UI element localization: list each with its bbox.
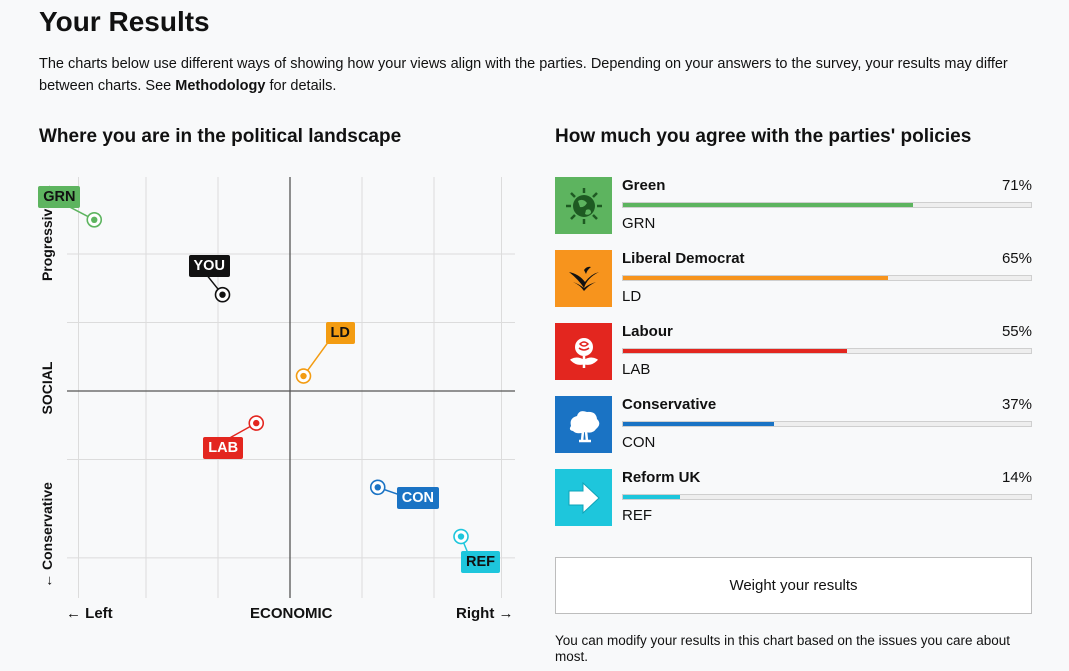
party-code: LD <box>622 288 642 305</box>
party-row-ref: Reform UK 14% REF <box>555 469 1032 542</box>
party-code: GRN <box>622 215 656 232</box>
party-name: Green <box>622 177 666 194</box>
weight-note: You can modify your results in this char… <box>555 633 1011 664</box>
party-code: REF <box>622 507 652 524</box>
point-dot <box>219 291 226 298</box>
intro-text-end: for details. <box>265 78 337 94</box>
intro-text-start: The charts below use different ways of s… <box>39 56 1008 94</box>
rose-icon <box>555 323 612 380</box>
globe-icon <box>555 177 612 234</box>
point-dot <box>457 533 465 540</box>
page-title: Your Results <box>39 6 210 37</box>
party-agreement-bar <box>622 348 1032 354</box>
party-code: LAB <box>622 361 651 378</box>
point-dot <box>374 484 381 491</box>
social-axis-label: SOCIAL <box>39 361 55 415</box>
intro-text: The charts below use different ways of s… <box>39 53 1019 97</box>
point-dot <box>253 419 260 427</box>
party-name: Reform UK <box>622 469 701 486</box>
bird-icon <box>555 250 612 307</box>
party-percent: 14% <box>1001 469 1032 486</box>
tree-icon <box>555 396 612 453</box>
party-name: Liberal Democrat <box>622 250 745 267</box>
economic-axis-label: ECONOMIC <box>250 605 333 622</box>
weight-results-button[interactable]: Weight your results <box>555 557 1032 614</box>
point-label-ref: REF <box>461 550 500 573</box>
left-axis-label: ← Left <box>66 605 113 622</box>
compass-grid <box>47 177 515 598</box>
party-agreement-bar <box>622 202 1032 208</box>
party-agreement-fill <box>623 349 848 353</box>
party-row-con: Conservative 37% CON <box>555 396 1032 469</box>
methodology-link[interactable]: Methodology <box>175 78 266 94</box>
party-percent: 65% <box>1001 250 1032 267</box>
agreement-title: How much you agree with the parties' pol… <box>555 126 972 147</box>
party-percent: 37% <box>1001 396 1032 413</box>
party-name: Labour <box>622 323 673 340</box>
party-code: CON <box>622 434 656 451</box>
political-compass: Progressive → SOCIAL ← Conservative ← Le… <box>38 170 524 630</box>
party-percent: 71% <box>1001 177 1032 194</box>
conservative-axis-label: ← Conservative <box>39 482 55 588</box>
landscape-title: Where you are in the political landscape <box>39 126 402 147</box>
party-agreement-bar <box>622 494 1032 500</box>
point-label-ld: LD <box>325 322 355 345</box>
party-agreement-list: Green 71% GRN Liberal Democrat 65% LD Labour 55… <box>555 177 1032 542</box>
party-row-ld: Liberal Democrat 65% LD <box>555 250 1032 323</box>
point-dot <box>91 216 98 223</box>
party-agreement-fill <box>623 276 889 280</box>
point-dot <box>300 372 307 380</box>
party-row-grn: Green 71% GRN <box>555 177 1032 250</box>
party-agreement-fill <box>623 495 681 499</box>
point-label-grn: GRN <box>38 185 81 208</box>
party-name: Conservative <box>622 396 717 413</box>
point-label-you: YOU <box>188 254 230 277</box>
arrow-icon <box>555 469 612 526</box>
point-label-con: CON <box>396 487 439 510</box>
party-row-lab: Labour 55% LAB <box>555 323 1032 396</box>
party-agreement-fill <box>623 203 913 207</box>
party-agreement-fill <box>623 422 774 426</box>
party-agreement-bar <box>622 421 1032 427</box>
party-percent: 55% <box>1001 323 1032 340</box>
point-label-lab: LAB <box>203 437 244 460</box>
right-axis-label: Right → <box>456 605 514 622</box>
party-agreement-bar <box>622 275 1032 281</box>
